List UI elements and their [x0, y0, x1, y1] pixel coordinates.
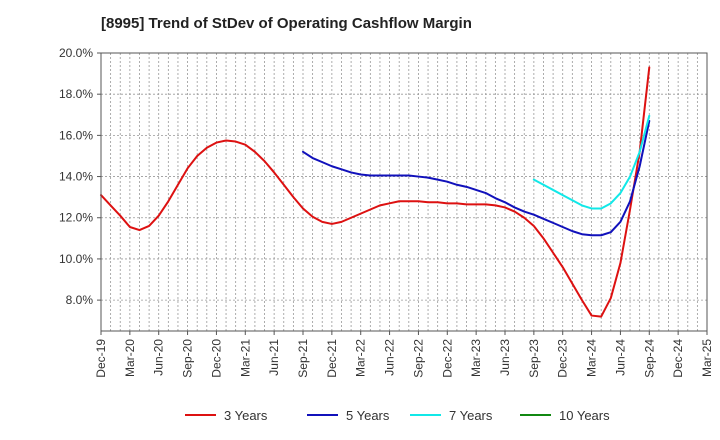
x-tick-label: Mar-23 [469, 339, 483, 377]
series-line-1 [302, 119, 651, 237]
x-tick-label: Dec-21 [325, 339, 339, 378]
x-tick-label: Sep-21 [296, 339, 310, 378]
x-tick-label: Sep-24 [642, 339, 656, 378]
y-tick-label: 18.0% [59, 87, 93, 101]
y-tick-label: 8.0% [66, 293, 94, 307]
x-tick-label: Mar-21 [238, 339, 252, 377]
legend-label: 5 Years [346, 408, 390, 423]
x-tick-label: Jun-24 [613, 339, 627, 376]
legend-label: 3 Years [224, 408, 268, 423]
x-tick-label: Jun-23 [498, 339, 512, 376]
x-tick-label: Dec-23 [556, 339, 570, 378]
y-axis-ticks: 8.0% 10.0% 12.0% 14.0% 16.0% 18.0% 20.0% [59, 46, 101, 307]
x-tick-label: Dec-22 [440, 339, 454, 378]
legend: 3 Years 5 Years 7 Years 10 Years [185, 408, 610, 423]
y-tick-label: 12.0% [59, 211, 93, 225]
grid [101, 53, 707, 331]
y-tick-label: 10.0% [59, 252, 93, 266]
y-tick-label: 16.0% [59, 128, 93, 142]
x-tick-label: Mar-25 [700, 339, 714, 377]
x-tick-label: Jun-21 [267, 339, 281, 376]
legend-item: 7 Years [410, 408, 493, 423]
chart-title: [8995] Trend of StDev of Operating Cashf… [101, 15, 472, 32]
x-axis-ticks: Dec-19 Mar-20 Jun-20 Sep-20 Dec-20 Mar-21 Jun-… [94, 331, 714, 378]
x-tick-label: Mar-20 [123, 339, 137, 377]
legend-item: 3 Years [185, 408, 268, 423]
legend-label: 7 Years [449, 408, 493, 423]
y-tick-label: 20.0% [59, 46, 93, 60]
x-tick-label: Dec-19 [94, 339, 108, 378]
x-tick-label: Mar-24 [585, 339, 599, 377]
x-tick-label: Jun-22 [383, 339, 397, 376]
x-tick-label: Jun-20 [152, 339, 166, 376]
x-tick-label: Sep-23 [527, 339, 541, 378]
x-tick-label: Sep-22 [411, 339, 425, 378]
x-tick-label: Dec-20 [209, 339, 223, 378]
series-line-0 [100, 66, 651, 318]
series-lines [100, 66, 651, 318]
x-tick-label: Mar-22 [354, 339, 368, 377]
plot-frame [100, 52, 708, 332]
legend-item: 10 Years [520, 408, 610, 423]
x-tick-label: Dec-24 [671, 339, 685, 378]
legend-label: 10 Years [559, 408, 610, 423]
y-tick-label: 14.0% [59, 170, 93, 184]
legend-item: 5 Years [307, 408, 390, 423]
x-tick-label: Sep-20 [181, 339, 195, 378]
series-line-2 [532, 114, 651, 210]
